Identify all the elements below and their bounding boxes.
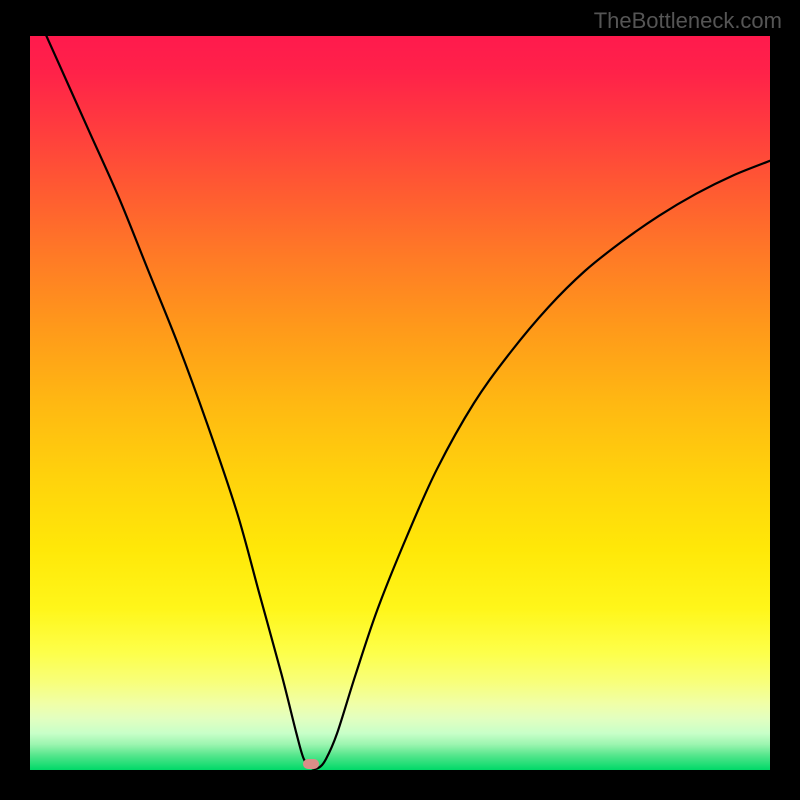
bottleneck-curve [30, 36, 770, 769]
watermark-text: TheBottleneck.com [594, 8, 782, 34]
chart-container: TheBottleneck.com [0, 0, 800, 800]
curve-layer [30, 36, 770, 770]
optimal-point-marker [303, 759, 319, 769]
plot-area [30, 36, 770, 770]
